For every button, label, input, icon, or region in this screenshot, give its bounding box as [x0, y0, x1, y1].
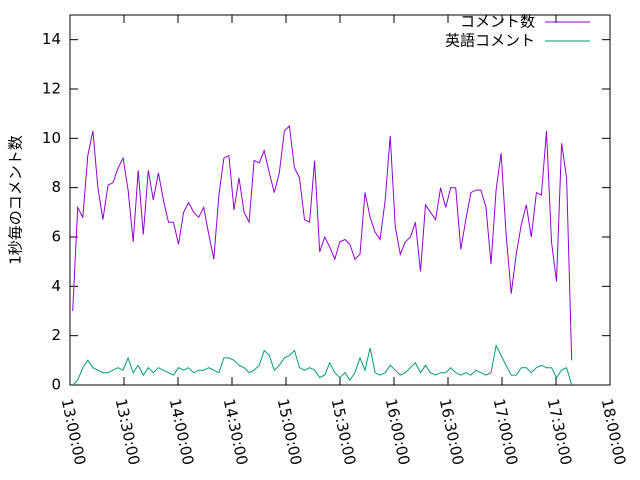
y-tick-label: 0 [51, 376, 61, 394]
x-tick-label: 15:30:00 [328, 397, 360, 467]
x-tick-label: 16:30:00 [436, 397, 468, 467]
x-tick-label: 15:00:00 [274, 397, 306, 467]
y-tick-label: 12 [42, 80, 61, 98]
x-tick-label: 13:30:00 [112, 397, 144, 467]
y-tick-label: 8 [51, 178, 61, 196]
x-tick-label: 14:00:00 [166, 397, 198, 467]
legend-label: 英語コメント [445, 32, 535, 50]
y-axis-label: 1秒毎のコメント数 [7, 135, 25, 265]
x-tick-label: 17:00:00 [490, 397, 522, 467]
y-tick-label: 2 [51, 326, 61, 344]
series-line [72, 124, 573, 361]
x-tick-label: 13:00:00 [58, 397, 90, 467]
x-tick-label: 16:00:00 [382, 397, 414, 467]
x-tick-label: 14:30:00 [220, 397, 252, 467]
x-tick-label: 18:00:00 [598, 397, 630, 467]
legend-label: コメント数 [460, 13, 535, 31]
y-tick-label: 10 [42, 129, 61, 147]
series-line [72, 343, 573, 386]
x-tick-label: 17:30:00 [544, 397, 576, 467]
y-tick-label: 4 [51, 277, 61, 295]
plot-border [69, 14, 611, 386]
y-tick-label: 14 [42, 30, 61, 48]
y-tick-label: 6 [51, 228, 61, 246]
